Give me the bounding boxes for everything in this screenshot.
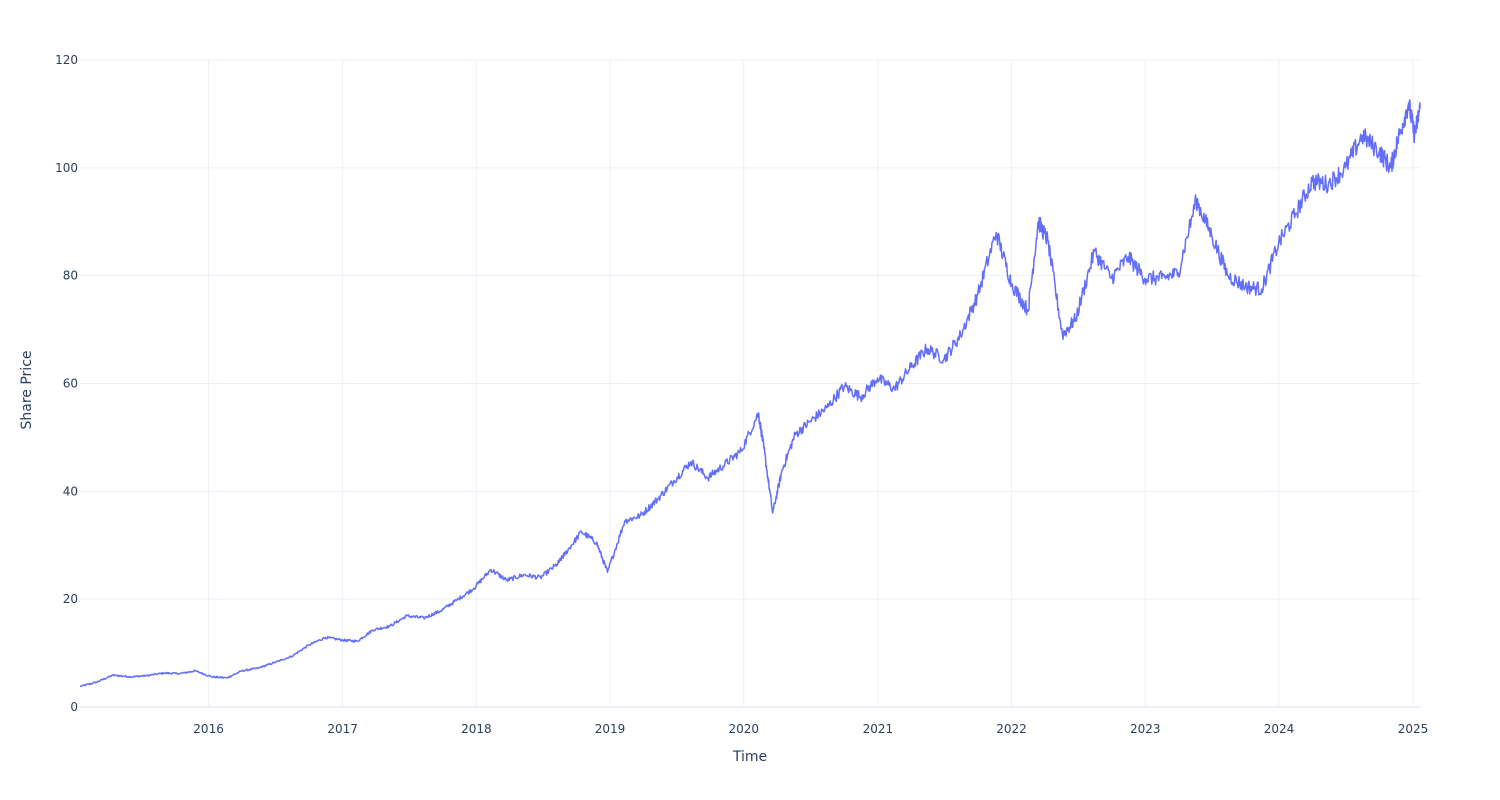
line-layer <box>79 99 1421 688</box>
y-tick-label: 120 <box>55 53 78 67</box>
x-tick-label: 2021 <box>863 722 894 736</box>
y-tick-label: 100 <box>55 161 78 175</box>
grid-layer <box>80 59 1420 708</box>
x-tick-label: 2023 <box>1130 722 1161 736</box>
x-tick-label: 2017 <box>327 722 358 736</box>
x-tick-label: 2024 <box>1264 722 1295 736</box>
x-tick-label: 2019 <box>595 722 626 736</box>
y-tick-label: 20 <box>63 592 78 606</box>
x-tick-label: 2025 <box>1398 722 1429 736</box>
y-tick-label: 60 <box>63 377 78 391</box>
y-tick-label: 80 <box>63 269 78 283</box>
y-tick-label: 40 <box>63 484 78 498</box>
x-tick-label: 2022 <box>996 722 1027 736</box>
x-tick-label: 2020 <box>728 722 759 736</box>
share-price-line <box>79 99 1421 688</box>
x-tick-label: 2018 <box>461 722 492 736</box>
x-tick-label: 2016 <box>193 722 224 736</box>
axis-layer: 0 20 40 60 80 100 120 2016 2017 2018 2019 2020 2021 2… <box>55 53 1428 736</box>
y-tick-label: 0 <box>70 700 78 714</box>
y-axis-title: Share Price <box>19 350 35 429</box>
x-axis-title: Time <box>732 749 767 765</box>
